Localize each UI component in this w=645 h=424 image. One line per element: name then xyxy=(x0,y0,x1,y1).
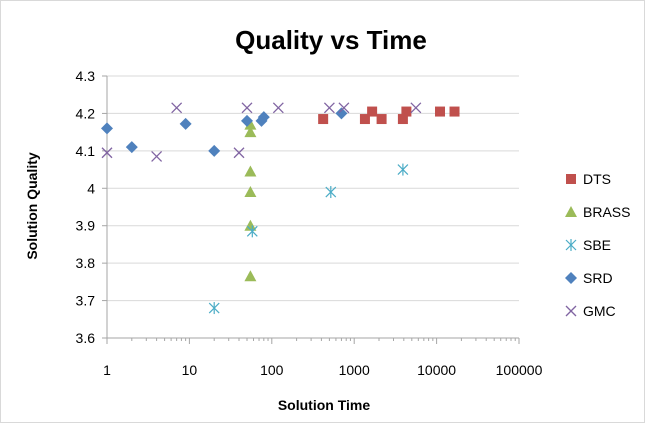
data-point-brass xyxy=(244,126,257,138)
legend-label-gmc: GMC xyxy=(583,303,616,319)
legend-marker-gmc xyxy=(565,305,577,317)
data-point-sbe xyxy=(397,163,409,176)
y-tick-label: 3.8 xyxy=(76,255,96,271)
data-point-dts xyxy=(435,106,446,117)
x-tick-label: 10000 xyxy=(417,362,456,378)
data-point-srd xyxy=(257,111,270,124)
legend: DTS BRASS SBE SRD GMC xyxy=(565,171,630,319)
x-tick-label: 1 xyxy=(103,362,111,378)
legend-label-dts: DTS xyxy=(583,171,611,187)
data-point-gmc xyxy=(171,102,183,114)
data-point-srd xyxy=(101,122,113,135)
legend-marker-brass xyxy=(565,206,577,217)
x-axis-label: Solution Time xyxy=(278,397,371,413)
data-point-dts xyxy=(397,114,408,125)
legend-marker-dts xyxy=(566,174,576,184)
data-point-brass xyxy=(244,270,257,282)
data-points xyxy=(101,102,460,315)
data-point-gmc xyxy=(410,102,422,114)
x-tick-label: 10 xyxy=(182,362,198,378)
chart-title: Quality vs Time xyxy=(235,25,427,55)
data-point-dts xyxy=(359,114,370,125)
data-point-dts xyxy=(376,114,387,125)
data-point-brass xyxy=(244,165,257,177)
data-point-gmc xyxy=(323,102,335,114)
legend-label-sbe: SBE xyxy=(583,237,611,253)
data-point-sbe xyxy=(246,225,258,238)
data-point-gmc xyxy=(101,147,113,159)
y-tick-label: 4.3 xyxy=(76,68,96,84)
y-tick-label: 4.2 xyxy=(76,105,96,121)
data-point-sbe xyxy=(208,302,220,315)
data-point-srd xyxy=(240,114,253,127)
data-point-srd xyxy=(208,144,221,157)
y-tick-label: 3.7 xyxy=(76,293,96,309)
data-point-brass xyxy=(244,219,257,231)
x-tick-label: 1000 xyxy=(339,362,370,378)
gridlines xyxy=(107,75,519,339)
data-point-gmc xyxy=(241,102,253,114)
data-point-dts xyxy=(318,114,329,125)
data-point-srd xyxy=(179,117,192,130)
data-point-dts xyxy=(367,106,378,117)
legend-marker-srd xyxy=(565,272,577,284)
data-point-srd xyxy=(335,107,348,120)
tick-labels: 3.6 3.7 3.8 3.9 4 4.1 4.2 4.3 1 10 100 1000 10000 100… xyxy=(76,68,543,378)
axes xyxy=(102,75,520,344)
data-point-gmc xyxy=(233,147,245,159)
y-axis-label: Solution Quality xyxy=(24,152,40,260)
y-tick-label: 4.1 xyxy=(76,143,96,159)
data-point-dts xyxy=(449,106,460,117)
data-point-gmc xyxy=(272,102,284,114)
data-point-gmc xyxy=(151,151,163,162)
data-point-gmc xyxy=(338,102,350,114)
data-point-brass xyxy=(244,118,257,130)
x-tick-label: 100 xyxy=(260,362,284,378)
legend-marker-sbe xyxy=(565,239,577,251)
data-point-dts xyxy=(401,106,412,117)
legend-label-srd: SRD xyxy=(583,270,613,286)
data-point-sbe xyxy=(325,186,337,199)
legend-label-brass: BRASS xyxy=(583,204,630,220)
y-tick-label: 3.9 xyxy=(76,218,96,234)
data-point-srd xyxy=(125,141,138,154)
x-tick-label: 100000 xyxy=(496,362,543,378)
data-point-brass xyxy=(244,186,257,198)
y-tick-label: 3.6 xyxy=(76,330,96,346)
y-tick-label: 4 xyxy=(87,180,95,196)
